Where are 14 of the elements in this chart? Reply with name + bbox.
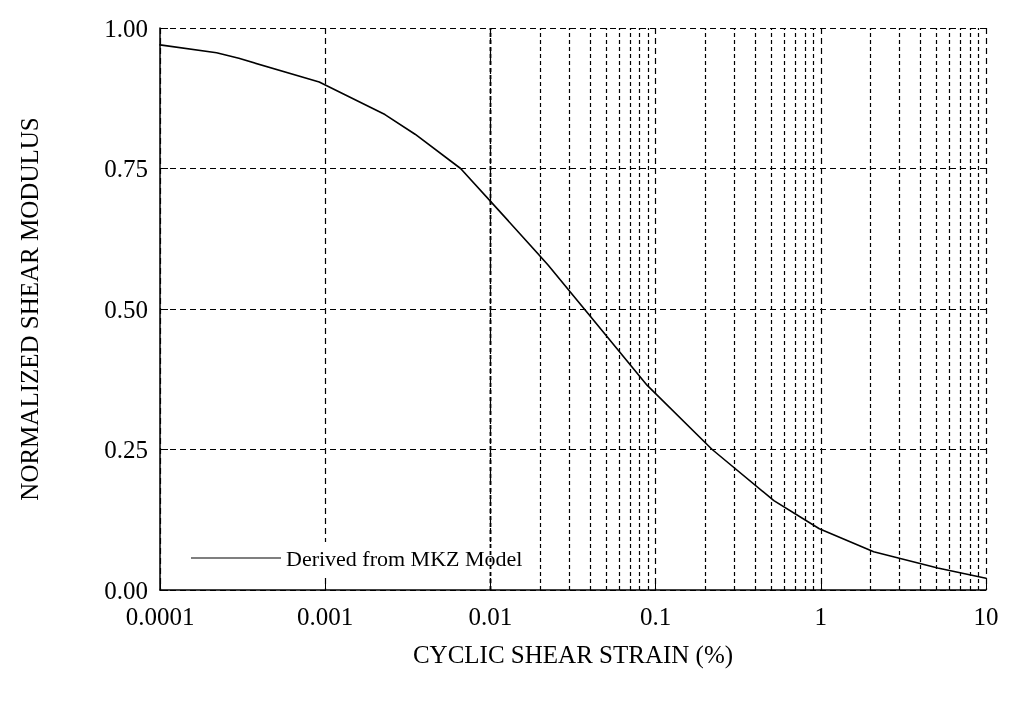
x-tick-label: 0.001 (297, 603, 354, 630)
y-tick-label: 1.00 (104, 14, 148, 42)
y-tick-label: 0.75 (104, 155, 148, 182)
y-tick-label: 0.25 (104, 436, 148, 463)
x-tick-label: 1 (814, 603, 828, 630)
y-tick-label: 0.50 (104, 295, 148, 323)
legend-label: Derived from MKZ Model (286, 545, 523, 571)
y-tick-label: 0.00 (104, 576, 148, 604)
x-tick-label: 10 (973, 603, 999, 630)
x-tick-label: 0.0001 (125, 603, 195, 630)
y-axis-title: NORMALIZED SHEAR MODULUS (16, 117, 43, 501)
x-axis-title: CYCLIC SHEAR STRAIN (%) (412, 641, 734, 669)
x-tick-label: 0.01 (468, 603, 513, 630)
x-tick-label: 0.1 (639, 603, 672, 630)
